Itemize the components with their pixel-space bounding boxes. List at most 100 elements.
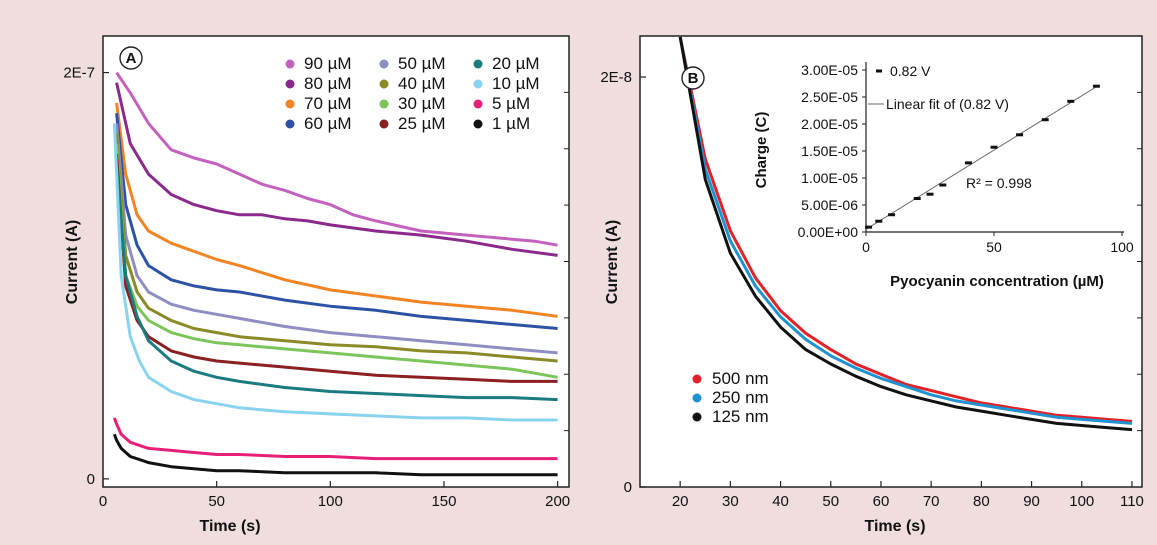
panel-a-legend-marker-20-um: [473, 59, 483, 69]
inset-r2-label: R² = 0.998: [966, 175, 1032, 191]
inset-legend-points-label: 0.82 V: [890, 63, 931, 79]
panel-b-x-title: Time (s): [864, 518, 925, 535]
panel-a-legend-label-20-um: 20 µM: [492, 54, 540, 73]
panel-a-series-10-um: [112, 123, 558, 422]
panel-a-legend-label-70-um: 70 µM: [304, 94, 352, 113]
panel-a-y-tick-label: 0: [87, 471, 95, 488]
panel-b-x-tick-label: 40: [772, 493, 789, 510]
panel-b-legend-label-125-nm: 125 nm: [712, 407, 769, 426]
panel-a-badge-circle: [119, 46, 143, 70]
inset-y-tick-label: 2.50E-05: [801, 89, 858, 105]
panel-a-series-20-um: [115, 163, 558, 402]
inset-y-ticks: 0.00E+00 5.00E-06 1.00E-05 1.50E-05 2.00E-05…: [798, 62, 866, 240]
panel-a-series-50-um: [115, 123, 558, 355]
panel-b-x-tick-label: 90: [1023, 493, 1040, 510]
panel-b-x-tick-label: 100: [1069, 493, 1094, 510]
panel-a-series-80-um: [115, 82, 558, 257]
panel-b-legend-marker-125-nm: [692, 412, 702, 422]
panel-b-x-tick-label: 110: [1120, 493, 1144, 510]
panel-a-series-40-um: [115, 133, 558, 363]
panel-b-badge-label: B: [688, 70, 699, 87]
inset-y-tick-label: 1.50E-05: [801, 143, 858, 159]
panel-a-y-title: Current (A): [64, 220, 81, 304]
inset-y-tick-label: 5.00E-06: [801, 197, 858, 213]
panel-a-series-70-um: [115, 102, 558, 318]
inset-y-tick-label: 0.00E+00: [798, 224, 859, 240]
panel-b-inset: 0.00E+00 5.00E-06 1.00E-05 1.50E-05 2.00E-05…: [753, 62, 1134, 290]
panel-a-legend-label-40-um: 40 µM: [398, 74, 446, 93]
panel-a-legend-label-60-um: 60 µM: [304, 114, 352, 133]
inset-x-title: Pyocyanin concentration (µM): [890, 273, 1104, 290]
panel-b-series-500-nm: [678, 36, 1133, 423]
panel-b-legend-label-500-nm: 500 nm: [712, 369, 769, 388]
panel-a-series-5-um: [112, 417, 558, 461]
panel-a-legend-marker-50-um: [379, 59, 389, 69]
panel-b-legend-marker-500-nm: [692, 374, 702, 384]
panel-a-legend-marker-80-um: [285, 79, 295, 89]
panel-a-legend-label-50-um: 50 µM: [398, 54, 446, 73]
panel-b-x-tick-label: 50: [822, 493, 839, 510]
panel-a-legend-label-30-um: 30 µM: [398, 94, 446, 113]
panel-a-legend-label-5-um: 5 µM: [492, 94, 530, 113]
panel-b-series-125-nm: [678, 36, 1133, 432]
panel-a-badge-label: A: [126, 50, 137, 67]
panel-a-x-title: Time (s): [199, 518, 260, 535]
panel-b-legend-marker-250-nm: [692, 393, 702, 403]
panel-b-legend-label-250-nm: 250 nm: [712, 388, 769, 407]
panel-a-x-tick-label: 50: [208, 493, 225, 510]
inset-y-tick-label: 2.00E-05: [801, 116, 858, 132]
panel-a-legend-label-80-um: 80 µM: [304, 74, 352, 93]
panel-b-x-tick-label: 20: [672, 493, 689, 510]
panel-b-x-tick-label: 60: [873, 493, 890, 510]
inset-y-tick-label: 3.00E-05: [801, 62, 858, 78]
panel-a-legend-marker-30-um: [379, 99, 389, 109]
panel-a-series-60-um: [115, 113, 558, 330]
inset-y-tick-label: 1.00E-05: [801, 170, 858, 186]
panel-a-legend-marker-10-um: [473, 79, 483, 89]
panel-a-legend-marker-70-um: [285, 99, 295, 109]
inset-fit-line: [865, 84, 1100, 230]
inset-legend-fit-label: Linear fit of (0.82 V): [886, 96, 1009, 112]
panel-a-legend-marker-25-um: [379, 119, 389, 129]
panel-b-y-axis: 0 2E-8: [600, 69, 1142, 496]
panel-b-x-tick-label: 30: [722, 493, 739, 510]
panel-a-legend-label-1-um: 1 µM: [492, 114, 530, 133]
inset-legend: 0.82 V Linear fit of (0.82 V): [868, 63, 1009, 112]
panel-a-legend-marker-60-um: [285, 119, 295, 129]
panel-a-series-group: [112, 71, 558, 477]
panel-b-x-axis: 20 30 40 50 60 70 80 90 100 110: [672, 481, 1144, 510]
panel-b-badge-circle: [681, 66, 705, 90]
panel-a-legend-label-25-um: 25 µM: [398, 114, 446, 133]
panel-a-plot-area: [102, 35, 570, 488]
panel-a-badge: A: [119, 46, 143, 70]
panel-b-y-tick-label: 2E-8: [600, 69, 632, 86]
panel-a-legend-marker-40-um: [379, 79, 389, 89]
panel-a-series-1-um: [112, 433, 558, 477]
panel-a-series-90-um: [115, 71, 558, 247]
inset-y-title: Charge (C): [753, 112, 770, 189]
panel-a-x-tick-label: 200: [545, 493, 570, 510]
inset-x-tick-label: 0: [862, 239, 870, 255]
inset-marks: [865, 84, 1100, 230]
panel-a-x-axis: 0 50 100 150 200: [99, 481, 570, 510]
panel-a-legend-marker-90-um: [285, 59, 295, 69]
panel-a-y-axis: 0 2E-7: [63, 65, 569, 488]
panel-a-series-30-um: [115, 143, 558, 379]
panel-b-y-tick-label: 0: [624, 479, 632, 496]
panel-b-badge: B: [681, 66, 705, 90]
panel-b-x-tick-label: 70: [923, 493, 940, 510]
panel-a-x-tick-label: 0: [99, 493, 107, 510]
panel-a-legend-label-10-um: 10 µM: [492, 74, 540, 93]
panel-a-legend-marker-1-um: [473, 119, 483, 129]
panel-b-series-250-nm: [678, 36, 1133, 425]
panel-a-x-tick-label: 150: [431, 493, 456, 510]
inset-x-tick-label: 50: [986, 239, 1002, 255]
panel-a-y-tick-label: 2E-7: [63, 65, 95, 82]
inset-x-ticks: 0 50 100: [862, 232, 1134, 255]
panel-b-x-tick-label: 80: [973, 493, 990, 510]
panel-a-x-tick-label: 100: [318, 493, 343, 510]
